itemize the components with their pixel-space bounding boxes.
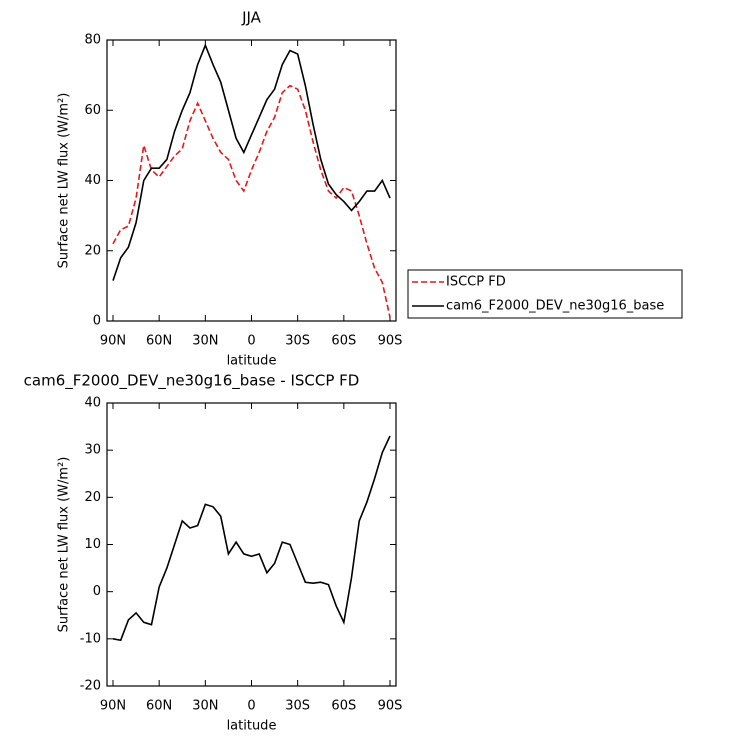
x-tick-label: 90N	[100, 699, 126, 714]
legend-box	[407, 269, 683, 319]
y-tick-label: 0	[93, 314, 101, 329]
x-tick-label: 90S	[378, 334, 403, 349]
y-axis-label: Surface net LW flux (W/m²)	[57, 457, 72, 633]
data-line	[112, 43, 391, 281]
x-tick-label: 60N	[146, 699, 172, 714]
data-line	[112, 84, 391, 318]
chart-title: cam6_F2000_DEV_ne30g16_base - ISCCP FD	[24, 372, 360, 391]
x-tick-label: 60S	[331, 699, 356, 714]
y-tick-label: 0	[93, 584, 101, 599]
x-tick-label: 30S	[285, 699, 310, 714]
chart-title: JJA	[241, 9, 262, 27]
y-tick-label: 20	[84, 490, 101, 505]
y-tick-label: -10	[80, 631, 101, 646]
x-axis-label: latitude	[227, 719, 277, 734]
x-tick-label: 30S	[285, 334, 310, 349]
legend-label: ISCCP FD	[446, 275, 506, 290]
y-tick-label: 60	[84, 103, 101, 118]
data-line	[112, 435, 391, 642]
x-tick-label: 60S	[331, 334, 356, 349]
x-tick-label: 0	[247, 334, 255, 349]
x-tick-label: 90N	[100, 334, 126, 349]
y-tick-label: 30	[84, 443, 101, 458]
y-tick-label: 40	[84, 173, 101, 188]
y-tick-label: 80	[84, 33, 101, 48]
x-tick-label: 90S	[378, 699, 403, 714]
y-tick-label: 40	[84, 396, 101, 411]
x-tick-label: 30N	[192, 334, 218, 349]
legend-label: cam6_F2000_DEV_ne30g16_base	[446, 299, 664, 314]
plot-frame	[106, 39, 397, 322]
y-tick-label: -20	[80, 679, 101, 694]
plot-frame	[106, 402, 397, 687]
x-tick-label: 30N	[192, 699, 218, 714]
y-tick-label: 20	[84, 243, 101, 258]
x-tick-label: 60N	[146, 334, 172, 349]
x-tick-label: 0	[247, 699, 255, 714]
x-axis-label: latitude	[227, 354, 277, 369]
y-tick-label: 10	[84, 537, 101, 552]
y-axis-label: Surface net LW flux (W/m²)	[57, 93, 72, 269]
